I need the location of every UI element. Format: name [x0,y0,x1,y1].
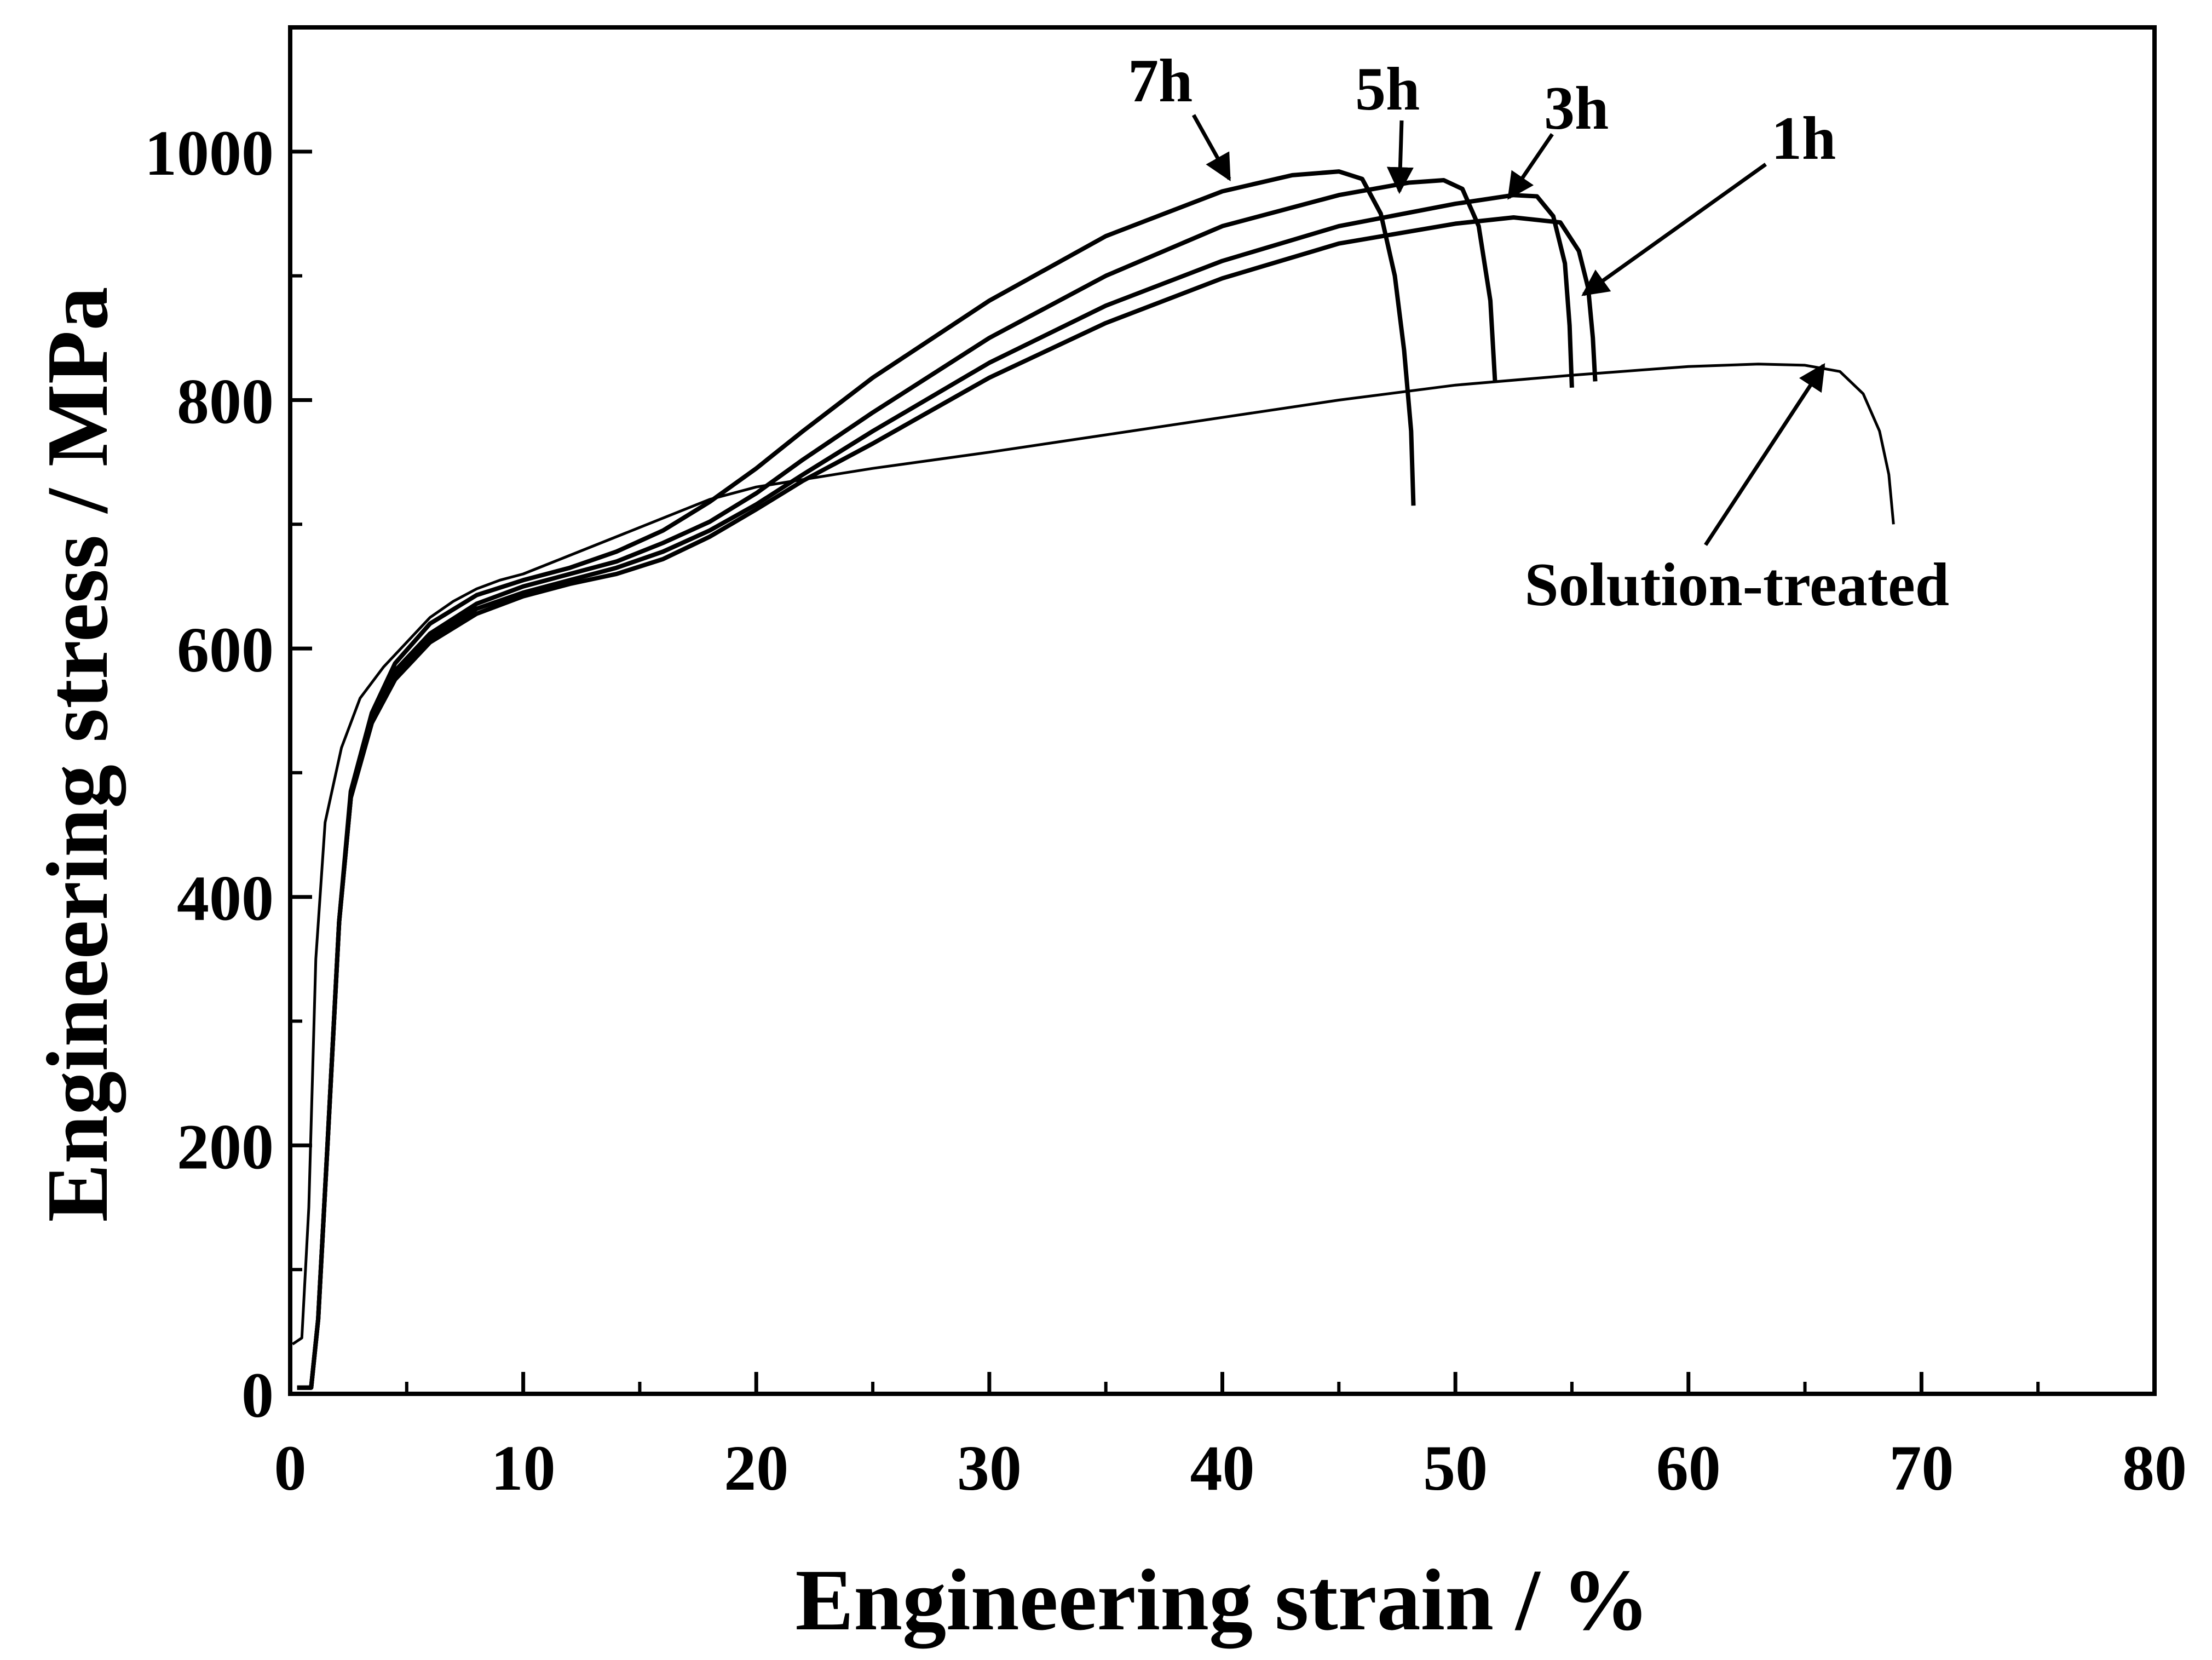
y-tick-label: 200 [177,1111,274,1182]
x-tick-label: 0 [274,1432,307,1504]
annotation-label-solution-treated: Solution-treated [1524,551,1949,619]
y-tick-label: 400 [177,863,274,934]
x-tick-label: 80 [2122,1432,2187,1504]
annotation-arrow-5h [1386,120,1414,194]
annotation-arrow-7h [1191,114,1231,181]
x-tick-label: 40 [1190,1432,1255,1504]
annotation-arrow-3h [1507,133,1554,200]
x-tick-label: 50 [1423,1432,1488,1504]
annotation-label-1h: 1h [1771,105,1836,173]
x-axis-title: Engineering strain / % [795,1551,1649,1649]
annotation-label-5h: 5h [1355,55,1420,123]
x-tick-label: 20 [724,1432,788,1504]
annotation-label-7h: 7h [1128,47,1193,115]
annotation-arrow-solution-treated [1704,363,1825,546]
annotations-layer: Solution-treated 1h 3h 5h 7h [1128,47,1949,619]
y-axis-title: Engineering stress / MPa [28,286,126,1222]
y-tick-label: 800 [177,365,274,437]
y-tick-label: 1000 [145,117,274,189]
curve-solution-treated [291,363,1895,1346]
annotation-label-3h: 3h [1544,74,1609,142]
x-tick-label: 30 [957,1432,1022,1504]
curves-layer [291,169,1895,1390]
y-tick-label: 600 [177,614,274,686]
axes-layer [288,25,2157,1396]
curve-7h [297,169,1416,1390]
x-tick-label: 60 [1656,1432,1721,1504]
annotation-arrow-1h [1581,163,1767,296]
x-tick-label: 70 [1889,1432,1954,1504]
y-tick-label: 0 [241,1359,274,1431]
x-tick-label: 10 [491,1432,556,1504]
plot-frame [288,25,2157,1396]
